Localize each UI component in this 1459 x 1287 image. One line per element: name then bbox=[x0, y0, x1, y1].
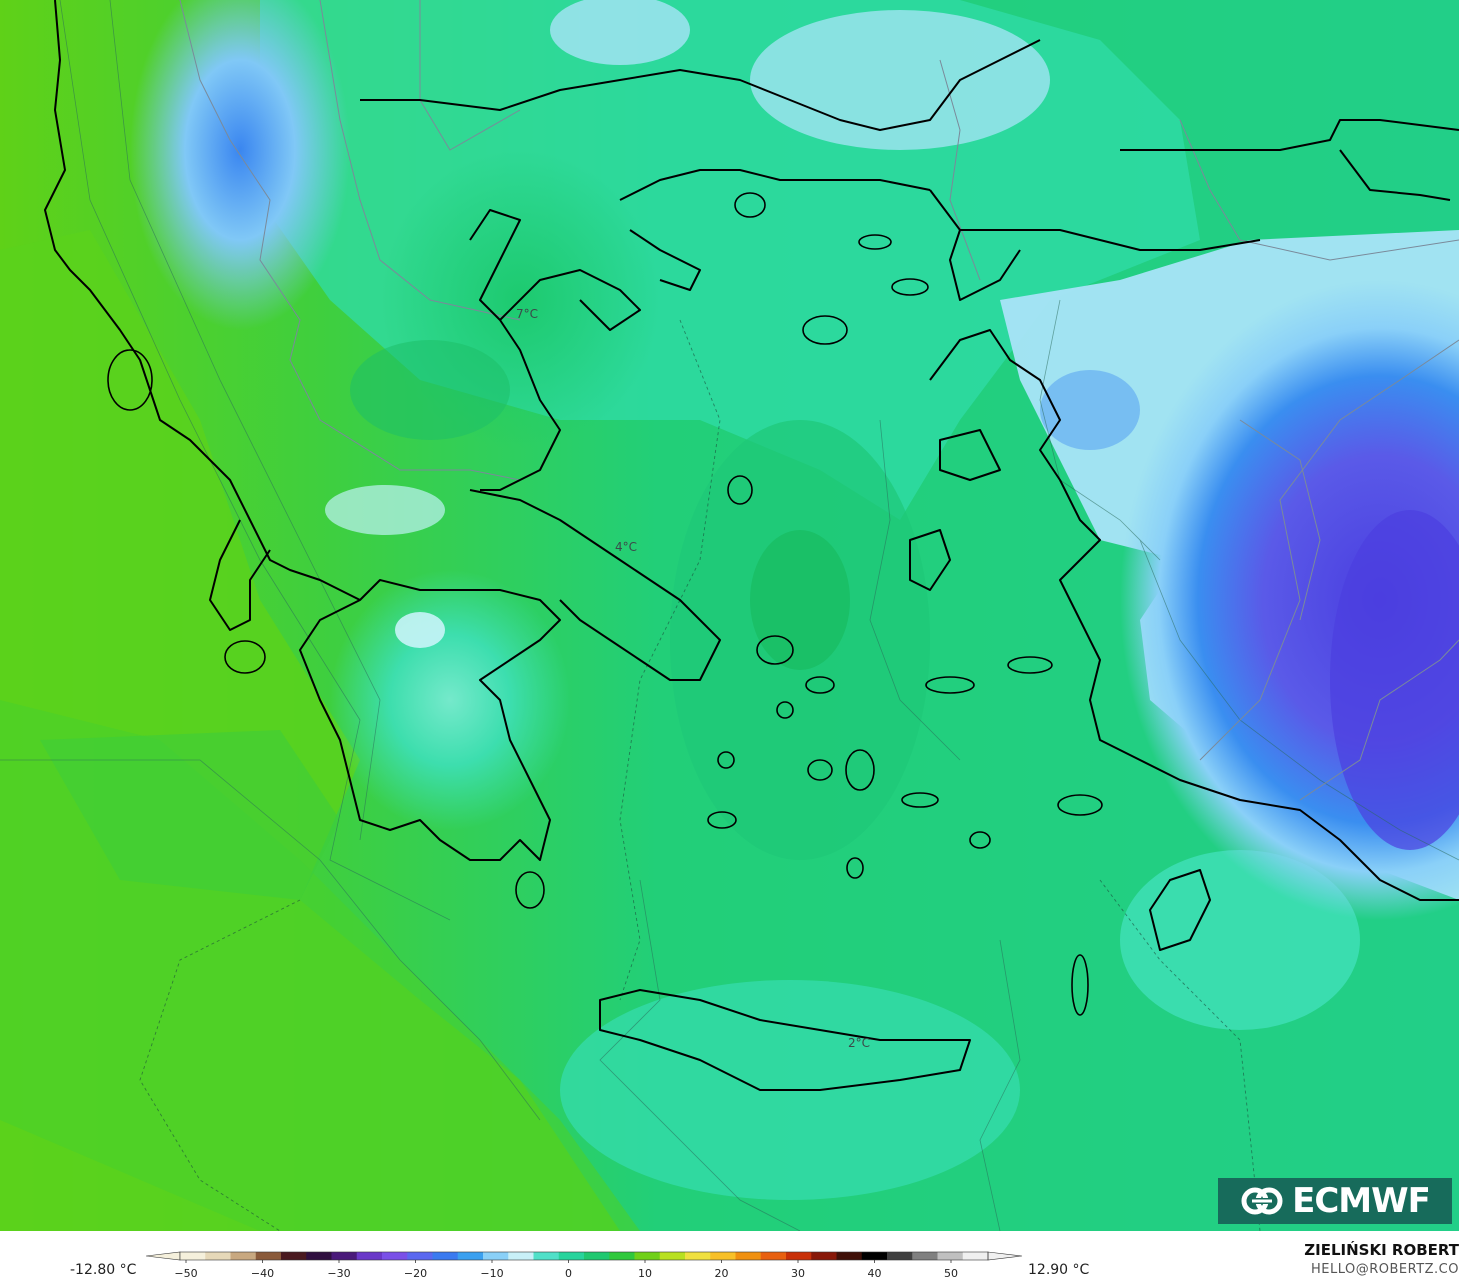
colorbar-tick-label: 50 bbox=[944, 1267, 958, 1280]
temperature-label-central: 4°C bbox=[615, 540, 637, 554]
colorbar-cell bbox=[912, 1252, 938, 1260]
epirus-cold-spot bbox=[325, 485, 445, 535]
freezing-contour bbox=[139, 319, 1261, 1231]
ionian-pocket bbox=[40, 730, 340, 900]
colorbar-cell bbox=[205, 1252, 231, 1260]
colorbar-cell bbox=[937, 1252, 964, 1260]
colorbar-cell bbox=[533, 1252, 560, 1260]
country-borders bbox=[179, 0, 1459, 801]
colorbar-cell bbox=[508, 1252, 534, 1260]
colorbar-cell bbox=[887, 1252, 913, 1260]
colorbar-cell bbox=[710, 1252, 736, 1260]
bulgaria-cold-zone bbox=[750, 10, 1050, 150]
colorbar-min-arrow bbox=[146, 1251, 181, 1261]
colorbar-cell bbox=[659, 1252, 686, 1260]
colorbar-cell bbox=[685, 1252, 711, 1260]
colorbar: −50 −40 −30 −20 −10 0 10 20 30 40 50 bbox=[146, 1251, 1023, 1280]
peloponnese-field bbox=[330, 570, 570, 830]
colorbar-cell bbox=[836, 1252, 863, 1260]
colorbar-cells bbox=[146, 1251, 1023, 1261]
colorbar-frame bbox=[179, 1251, 989, 1261]
colorbar-tick-label: −20 bbox=[404, 1267, 427, 1280]
colorbar-cell bbox=[382, 1252, 408, 1260]
colorbar-tick-label: −10 bbox=[480, 1267, 503, 1280]
colorbar-tick-label: 0 bbox=[565, 1267, 572, 1280]
pindus-green bbox=[350, 340, 510, 440]
colorbar-cell bbox=[230, 1252, 257, 1260]
colorbar-cell bbox=[584, 1252, 610, 1260]
colorbar-tick-label: 20 bbox=[715, 1267, 729, 1280]
colorbar-cell bbox=[331, 1252, 358, 1260]
balkan-cold-zone bbox=[130, 0, 350, 330]
colorbar-cell bbox=[861, 1252, 888, 1260]
colorbar-cell bbox=[609, 1252, 635, 1260]
temperature-map[interactable]: 7°C 4°C 2°C ECMWF bbox=[0, 0, 1459, 1231]
author-email[interactable]: HELLO@ROBERTZ.CO bbox=[1310, 1262, 1459, 1277]
ecmwf-logo-text: ECMWF bbox=[1292, 1181, 1431, 1221]
author-name: ZIELIŃSKI ROBERT bbox=[1304, 1241, 1459, 1259]
colorbar-ticks: −50 −40 −30 −20 −10 0 10 20 30 40 50 bbox=[174, 1260, 958, 1280]
colorbar-cell bbox=[735, 1252, 762, 1260]
temperature-label-crete: 2°C bbox=[848, 1036, 870, 1050]
map-canvas: 7°C 4°C 2°C bbox=[0, 0, 1459, 1231]
aegean-core bbox=[750, 530, 850, 670]
colorbar-max-arrow bbox=[987, 1251, 1023, 1261]
colorbar-cell bbox=[432, 1252, 459, 1260]
field-min-value: -12.80 °C bbox=[70, 1262, 137, 1278]
colorbar-cell bbox=[457, 1252, 484, 1260]
colorbar-tick-label: 30 bbox=[791, 1267, 805, 1280]
colorbar-tick-label: 40 bbox=[868, 1267, 882, 1280]
colorbar-cell bbox=[786, 1252, 812, 1260]
colorbar-cell bbox=[483, 1252, 509, 1260]
legend-bar: -12.80 °C −50 −40 −30 −20 −10 0 10 20 30 40 50 12.… bbox=[0, 1231, 1459, 1287]
colorbar-cell bbox=[760, 1252, 787, 1260]
islands bbox=[107, 192, 1103, 1016]
colorbar-cell bbox=[811, 1252, 837, 1260]
colorbar-cell bbox=[306, 1252, 332, 1260]
peloponnese-cold-spot bbox=[395, 612, 445, 648]
north-cold-patch bbox=[550, 0, 690, 65]
isotherm-lines bbox=[0, 0, 1459, 1231]
temperature-label-north: 7°C bbox=[516, 307, 538, 321]
colorbar-cell bbox=[281, 1252, 307, 1260]
colorbar-cell bbox=[180, 1252, 206, 1260]
colorbar-cell bbox=[634, 1252, 661, 1260]
colorbar-tick-label: −50 bbox=[174, 1267, 197, 1280]
ecmwf-logo: ECMWF bbox=[1218, 1178, 1452, 1224]
colorbar-cell bbox=[407, 1252, 433, 1260]
colorbar-cell bbox=[962, 1252, 989, 1260]
colorbar-tick-label: 10 bbox=[638, 1267, 652, 1280]
ecmwf-logo-icon bbox=[1241, 1187, 1283, 1215]
colorbar-cell bbox=[356, 1252, 383, 1260]
marmara-cold-spot bbox=[1040, 370, 1140, 450]
colorbar-cell bbox=[558, 1252, 585, 1260]
colorbar-cell bbox=[255, 1252, 282, 1260]
anatolia-coldest bbox=[1330, 510, 1459, 850]
field-max-value: 12.90 °C bbox=[1028, 1262, 1090, 1278]
colorbar-tick-label: −30 bbox=[327, 1267, 350, 1280]
colorbar-tick-label: −40 bbox=[251, 1267, 274, 1280]
